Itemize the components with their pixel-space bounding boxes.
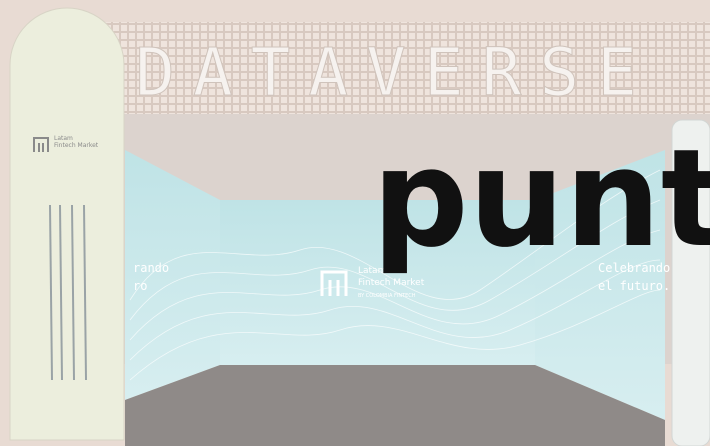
left-wall-text: ro	[133, 279, 147, 293]
sign-title: DATAVERSE	[135, 34, 655, 111]
logo-text: Latam	[54, 135, 73, 142]
left-wall-text: rando	[133, 261, 169, 275]
logo-text: BY COLOMBIA FINTECH	[358, 293, 416, 299]
right-wall-text: el futuro.	[598, 279, 670, 293]
overlay-text: punt	[372, 120, 710, 277]
page: DATAVERSE rando ro Celebrando el futuro.…	[0, 0, 710, 446]
totem	[10, 8, 124, 440]
logo-text: Fintech Market	[54, 142, 99, 149]
logo-text: Fintech Market	[358, 278, 425, 288]
scene: DATAVERSE rando ro Celebrando el futuro.…	[0, 0, 710, 446]
